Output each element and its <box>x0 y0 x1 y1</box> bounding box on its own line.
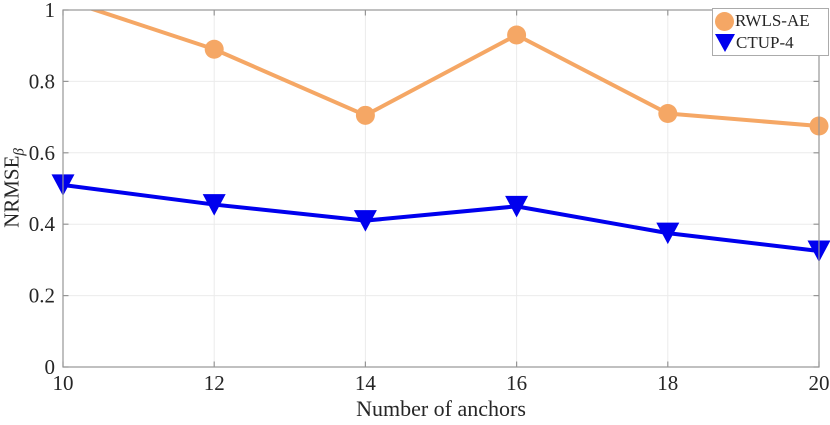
y-tick-label: 0.4 <box>29 212 56 236</box>
legend-entry-ctup-4: CTUP-4 <box>715 32 828 54</box>
y-axis-label-subscript: β <box>11 148 28 156</box>
legend-entry-rwls-ae: RWLS-AE <box>715 10 828 32</box>
y-axis-label-main: NRMSE <box>0 155 24 228</box>
triangle-down-marker-icon <box>715 34 735 52</box>
y-tick-label: 0.8 <box>29 69 55 93</box>
circle-marker-rwls-ae <box>204 39 224 59</box>
series-line-ctup-4 <box>63 182 820 253</box>
x-tick-label: 14 <box>355 371 377 395</box>
y-tick-label: 0.6 <box>29 141 55 165</box>
circle-marker-rwls-ae <box>355 105 375 125</box>
x-tick-label: 20 <box>809 371 830 395</box>
legend-label: CTUP-4 <box>736 33 794 52</box>
y-tick-label: 0 <box>45 355 56 379</box>
y-axis-label: NRMSEβ <box>0 148 29 228</box>
axes-box <box>62 9 820 368</box>
x-tick-label: 18 <box>657 371 678 395</box>
legend: RWLS-AE CTUP-4 <box>712 8 829 56</box>
series-line-rwls-ae <box>87 9 820 129</box>
y-tick-label: 0.2 <box>29 284 55 308</box>
x-tick-label: 16 <box>506 371 527 395</box>
y-tick-label: 1 <box>45 0 56 22</box>
legend-label: RWLS-AE <box>735 11 810 30</box>
x-axis-label: Number of anchors <box>356 396 526 421</box>
triangle-down-marker-ctup-4 <box>505 195 529 218</box>
triangle-down-marker-ctup-4 <box>656 222 680 245</box>
circle-marker-icon <box>715 11 734 31</box>
circle-marker-rwls-ae <box>658 104 678 124</box>
x-tick-label: 10 <box>53 371 74 395</box>
triangle-down-marker-ctup-4 <box>353 210 377 232</box>
x-tick-label: 12 <box>204 371 225 395</box>
triangle-down-marker-ctup-4 <box>202 194 226 216</box>
circle-marker-rwls-ae <box>507 25 527 45</box>
